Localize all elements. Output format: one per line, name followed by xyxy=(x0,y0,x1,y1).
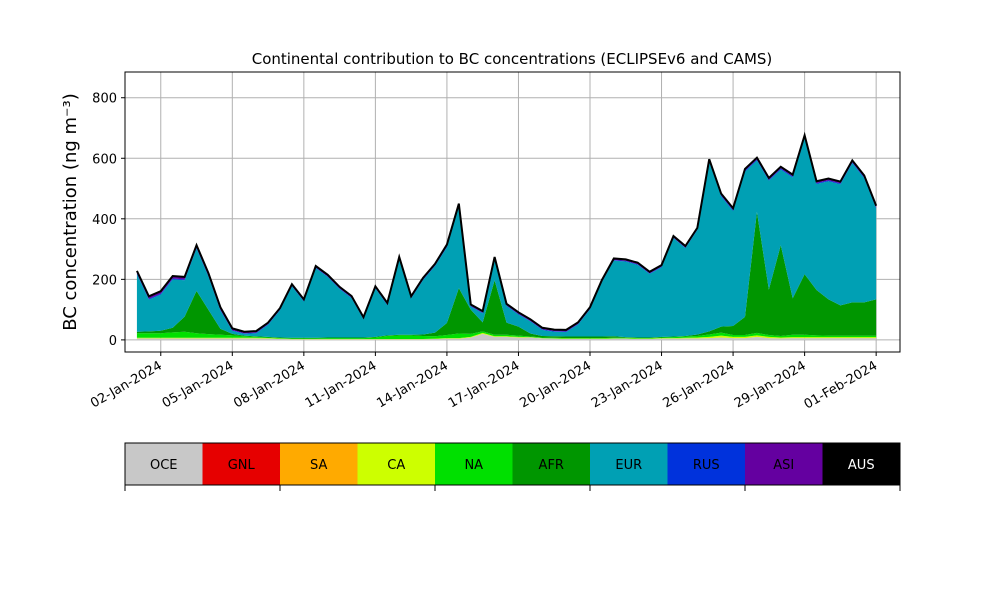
legend-swatch-rus xyxy=(667,443,745,485)
legend-label: SA xyxy=(310,458,327,473)
legend-label: EUR xyxy=(615,458,642,473)
x-tick-label: 05-Jan-2024 xyxy=(160,358,237,411)
y-axis-label: BC concentration (ng m⁻³) xyxy=(60,93,81,331)
legend-label: OCE xyxy=(150,458,178,473)
y-tick-label: 0 xyxy=(109,334,117,349)
x-tick-label: 20-Jan-2024 xyxy=(517,358,594,411)
legend: OCE GNL SA CA NA AFR EUR RUS ASI AUS xyxy=(124,442,901,491)
legend-swatch-ca xyxy=(357,443,435,485)
series-area-na xyxy=(136,331,877,339)
legend-frame xyxy=(124,442,901,486)
total-line xyxy=(136,131,878,333)
legend-label: AUS xyxy=(848,458,875,473)
legend-label: ASI xyxy=(773,458,794,473)
y-tick-label: 200 xyxy=(92,273,117,288)
legend-label: GNL xyxy=(228,458,256,473)
legend-swatch-sa xyxy=(280,443,358,485)
x-tick-label: 17-Jan-2024 xyxy=(446,358,523,411)
y-tick-label: 600 xyxy=(92,152,117,167)
legend-label: NA xyxy=(464,458,483,473)
legend-label: CA xyxy=(387,458,405,473)
chart-title: Continental contribution to BC concentra… xyxy=(252,50,773,68)
legend-swatch-oce xyxy=(125,443,203,485)
x-tick-label: 11-Jan-2024 xyxy=(303,358,380,411)
y-axis: 0 200 400 600 800 xyxy=(92,92,125,349)
stacked-areas xyxy=(136,135,877,340)
legend-label: RUS xyxy=(693,458,720,473)
legend-swatch-na xyxy=(435,443,513,485)
series-area-afr xyxy=(136,211,877,339)
legend-swatch-asi xyxy=(745,443,823,485)
series-area-eur xyxy=(136,137,877,338)
legend-swatch-gnl xyxy=(202,443,280,485)
y-tick-label: 800 xyxy=(92,92,117,107)
x-tick-label: 29-Jan-2024 xyxy=(732,358,809,411)
x-tick-label: 08-Jan-2024 xyxy=(231,358,308,411)
series-area-ca xyxy=(136,332,877,340)
x-tick-label: 01-Feb-2024 xyxy=(802,358,881,412)
legend-swatch-aus xyxy=(822,443,900,485)
plot-area xyxy=(124,71,901,353)
legend-swatch-eur xyxy=(590,443,668,485)
x-tick-label: 23-Jan-2024 xyxy=(589,358,666,411)
legend-swatch-afr xyxy=(512,443,590,485)
x-tick-label: 02-Jan-2024 xyxy=(88,358,165,411)
x-axis: 02-Jan-202405-Jan-202408-Jan-202411-Jan-… xyxy=(88,352,880,412)
legend-label: AFR xyxy=(539,458,564,473)
y-tick-label: 400 xyxy=(92,213,117,228)
x-tick-label: 14-Jan-2024 xyxy=(374,358,451,411)
plot-frame xyxy=(124,71,901,353)
x-tick-label: 26-Jan-2024 xyxy=(660,358,737,411)
